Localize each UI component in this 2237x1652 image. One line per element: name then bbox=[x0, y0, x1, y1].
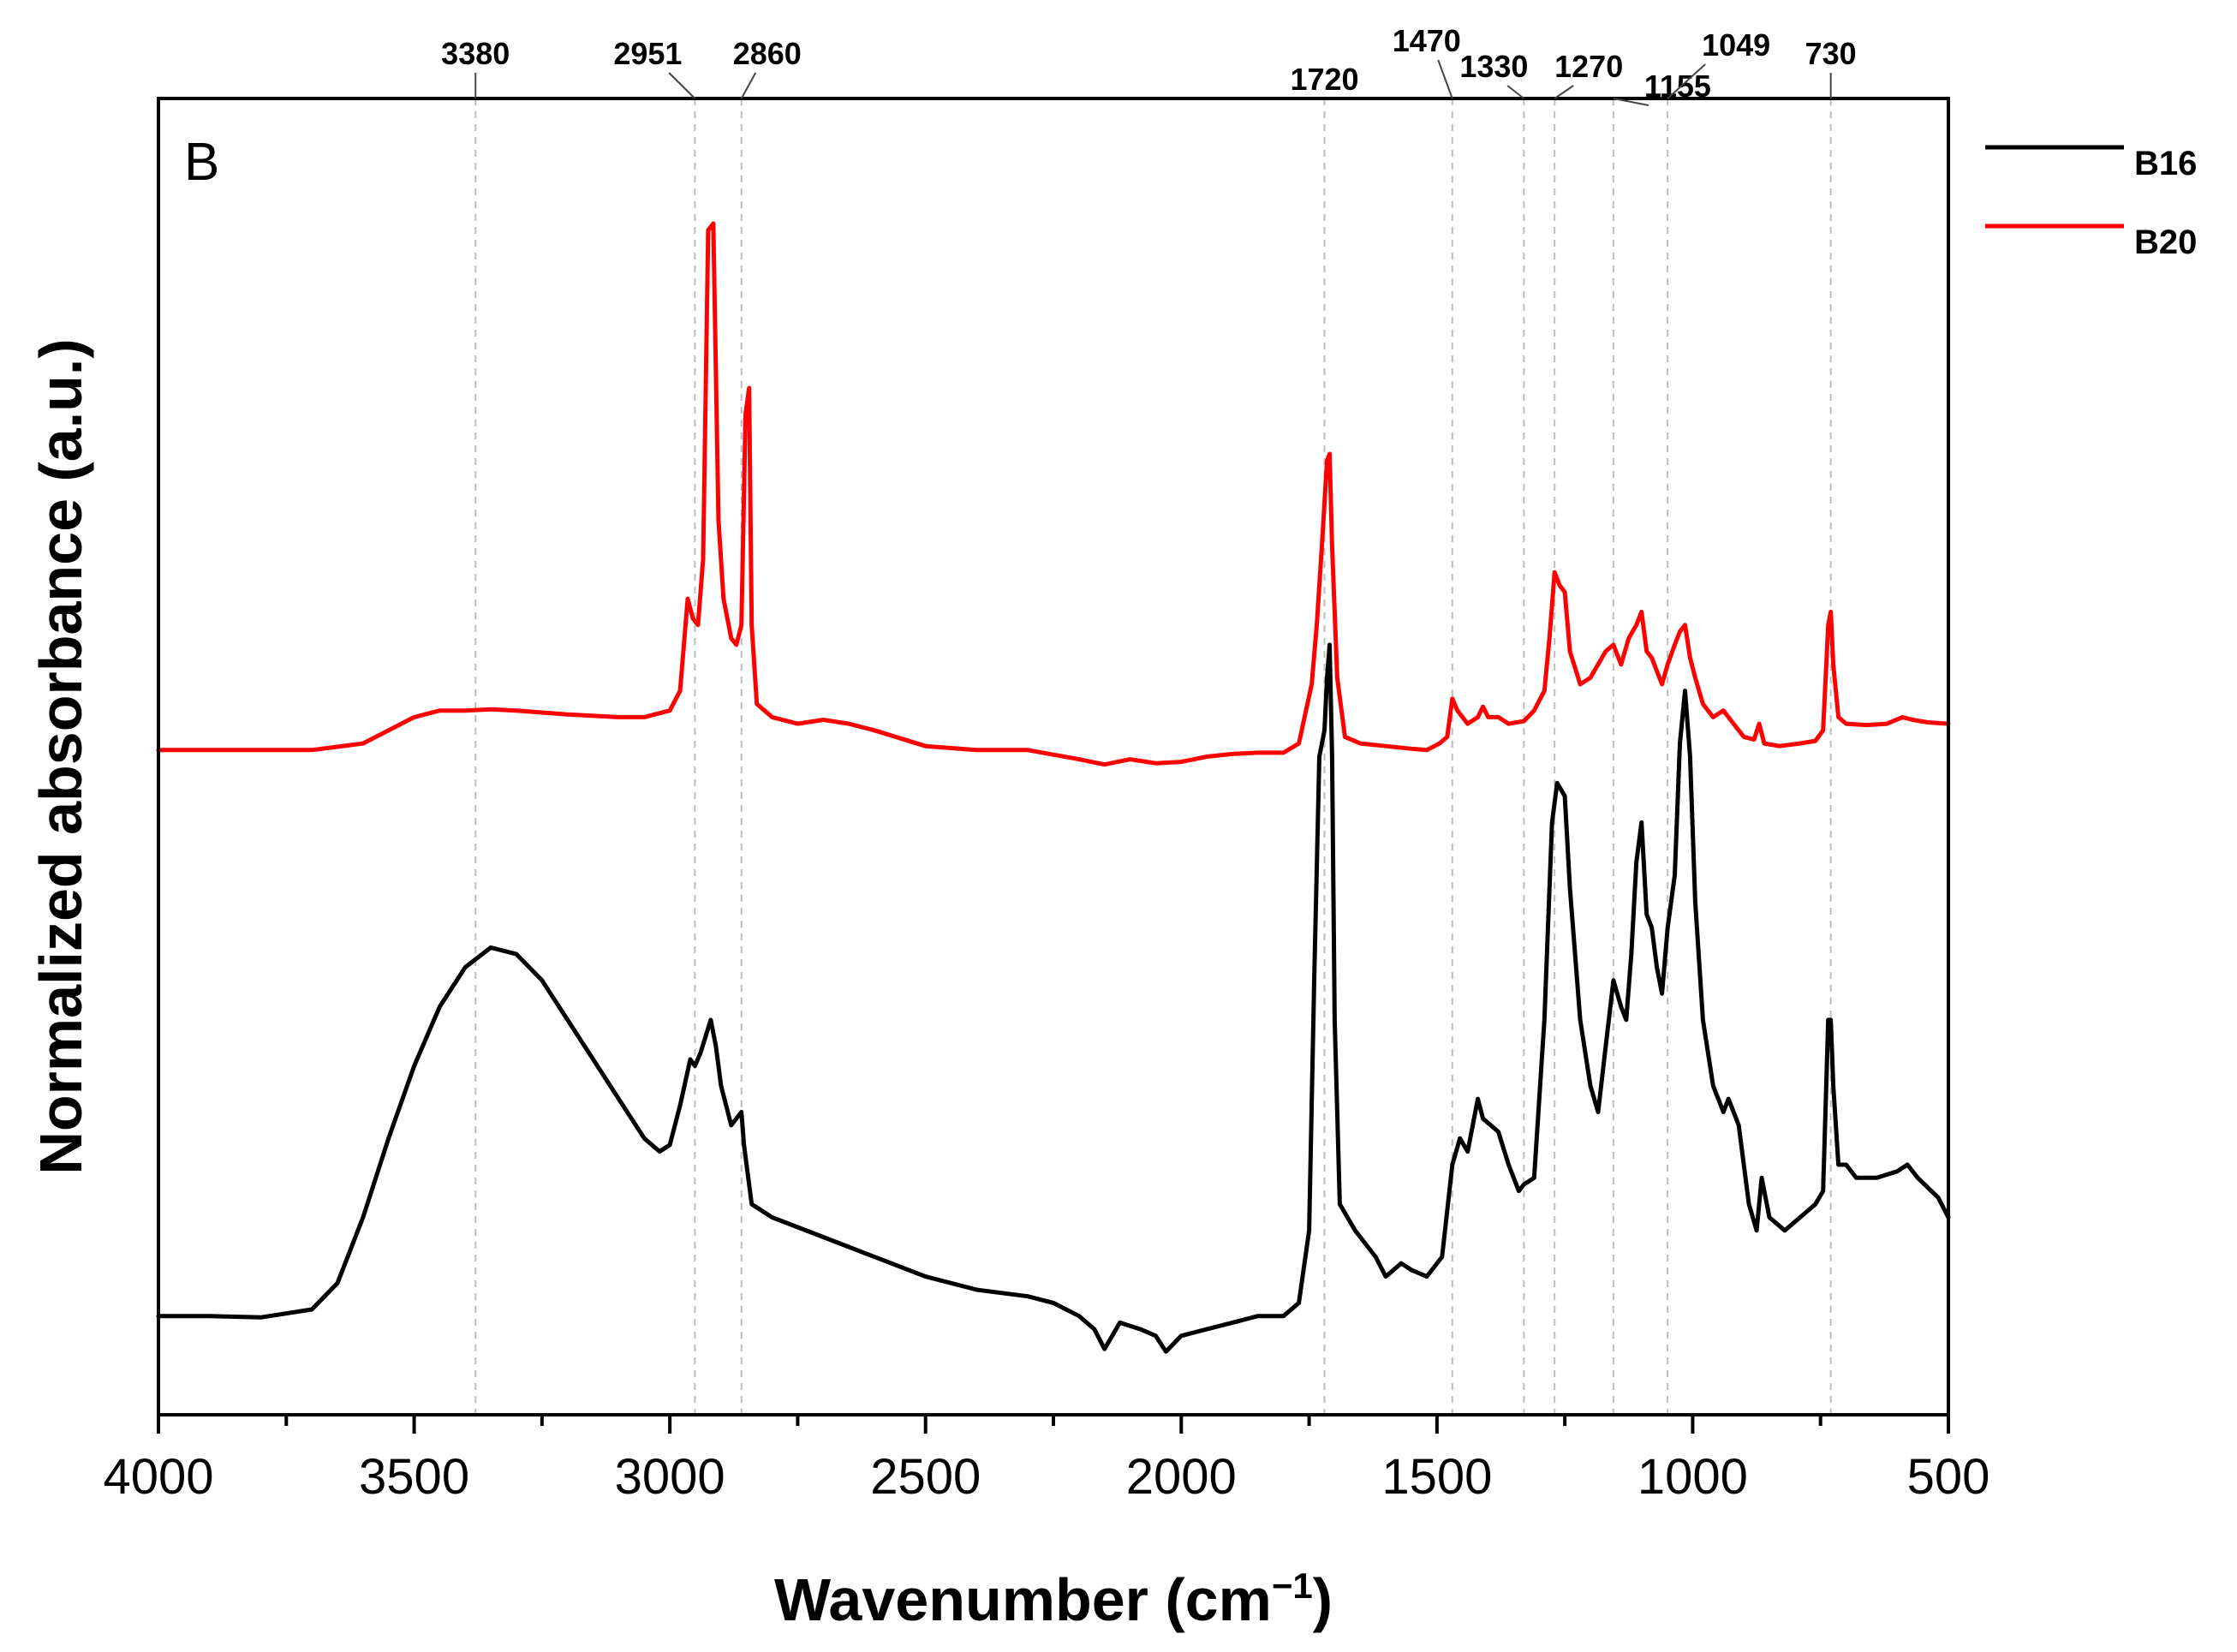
series-layer bbox=[156, 221, 1951, 1354]
peak-leader-1330 bbox=[1506, 85, 1524, 99]
y-axis-title: Normalized absorbance (a.u.) bbox=[27, 338, 94, 1174]
peak-leader-1155 bbox=[1613, 98, 1649, 106]
legend-label-b20: B20 bbox=[2134, 224, 2197, 261]
x-tick-label-3500: 3500 bbox=[359, 1449, 469, 1505]
peak-label-1270: 1270 bbox=[1554, 49, 1623, 84]
x-tick-labels: 4000 3500 3000 2500 2000 1500 1000 500 bbox=[103, 1449, 1989, 1505]
peak-label-1155: 1155 bbox=[1644, 69, 1711, 104]
peak-label-1330: 1330 bbox=[1459, 49, 1528, 84]
peak-label-1049: 1049 bbox=[1702, 27, 1770, 63]
peak-label-730: 730 bbox=[1805, 36, 1857, 71]
x-tick-label-2000: 2000 bbox=[1126, 1449, 1237, 1505]
legend: B16 B20 bbox=[1985, 145, 2197, 261]
peak-leader-1270 bbox=[1554, 85, 1574, 99]
x-axis-title-main: Wavenumber (cm bbox=[774, 1566, 1272, 1633]
x-tick-label-1500: 1500 bbox=[1381, 1449, 1492, 1505]
peak-label-1470: 1470 bbox=[1393, 23, 1461, 58]
peak-label-2860: 2860 bbox=[733, 36, 802, 71]
x-tick-label-1000: 1000 bbox=[1637, 1449, 1748, 1505]
peak-leader-2951 bbox=[668, 72, 696, 99]
x-axis-title-close: ) bbox=[1313, 1566, 1333, 1633]
x-axis-title-superscript: −1 bbox=[1272, 1566, 1313, 1606]
x-axis-title: Wavenumber (cm−1) bbox=[774, 1566, 1333, 1633]
reference-lines bbox=[474, 98, 1832, 1415]
x-tick-label-2500: 2500 bbox=[870, 1449, 981, 1505]
peak-leader-1470 bbox=[1437, 59, 1453, 99]
series-line-b16 bbox=[156, 642, 1951, 1354]
x-tick-label-3000: 3000 bbox=[615, 1449, 725, 1505]
x-tick-label-4000: 4000 bbox=[103, 1449, 213, 1505]
series-line-b20 bbox=[156, 221, 1951, 767]
peak-label-3380: 3380 bbox=[441, 36, 510, 71]
peak-leader-2860 bbox=[740, 72, 757, 99]
axis-ticks bbox=[157, 1415, 1950, 1434]
peak-leader-1049 bbox=[1667, 63, 1706, 99]
x-tick-label-500: 500 bbox=[1907, 1449, 1990, 1505]
peak-label-2951: 2951 bbox=[613, 36, 682, 71]
peak-label-1720: 1720 bbox=[1290, 62, 1358, 97]
panel-label: B bbox=[184, 133, 219, 192]
legend-label-b16: B16 bbox=[2134, 145, 2197, 182]
